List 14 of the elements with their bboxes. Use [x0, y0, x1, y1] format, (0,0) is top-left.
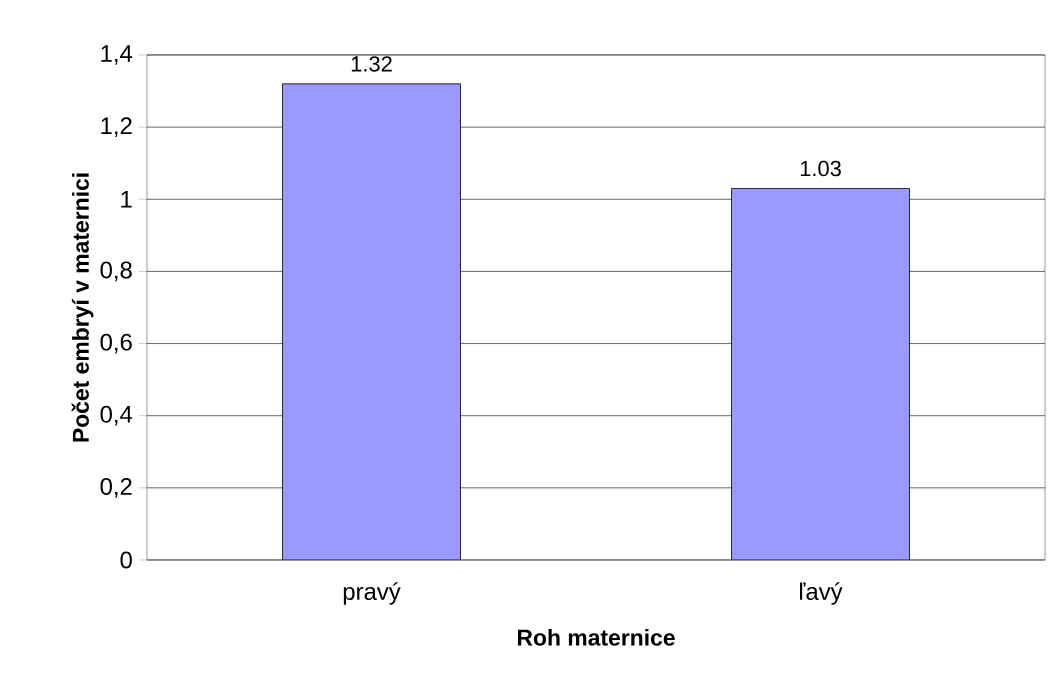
x-axis-title: Roh maternice: [517, 628, 675, 646]
y-tick-label: 1: [121, 191, 132, 208]
y-tick-label: 1,2: [101, 117, 132, 138]
y-axis-title: Počet embryí v maternici: [71, 173, 94, 442]
y-tick-label: 0,4: [100, 405, 133, 426]
y-tick-label: 0,2: [100, 477, 132, 498]
x-tick-label: pravý: [343, 582, 401, 605]
y-tick-label: 0,6: [100, 333, 132, 354]
y-tick-label: 1,4: [101, 45, 133, 65]
data-label: 1.03: [800, 160, 841, 177]
y-tick-label: 0,8: [100, 261, 132, 282]
x-tick-label: ľavý: [800, 582, 843, 605]
data-label: 1.32: [351, 56, 392, 72]
y-tick-label: 0: [120, 551, 132, 569]
